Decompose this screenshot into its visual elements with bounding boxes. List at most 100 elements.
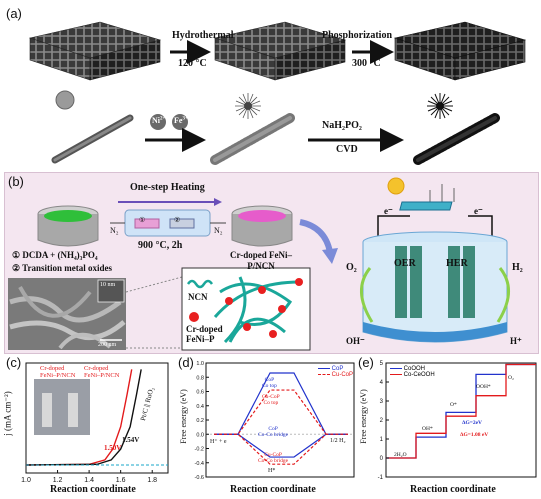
chart-d: -0.6 -0.4 -0.2 0.0 0.2 0.4 0.6 0.8 1.0: [195, 361, 355, 481]
chart-c: 1.0 1.2 1.4 1.6 1.8: [21, 362, 169, 484]
chart-d-left-state: H⁺ + e: [210, 439, 227, 445]
carbon-rod: [51, 114, 134, 164]
heating-condition: 900 °C, 2h: [138, 240, 183, 251]
product-label: Cr-doped FeNi–P/NCN: [230, 250, 292, 271]
step2-condition: 300 °C: [352, 58, 381, 69]
chart-d-ann-cucop-top: Cu-CoP Co top: [262, 394, 280, 406]
chart-c-series-1: [25, 369, 142, 466]
her-label: HER: [446, 258, 468, 269]
chart-d-tick-label-7: 0.8: [196, 375, 204, 381]
nickel-foam-1: [28, 21, 162, 81]
chart-d-ann-cucop-bridge: Cu-CoP Co-Co bridge: [258, 452, 289, 464]
nickel-foam-3: [393, 21, 527, 81]
electron-right: e⁻: [474, 206, 483, 216]
chart-e-tick-label-5: 4: [380, 380, 384, 386]
panel-b-illustration: [8, 177, 510, 351]
electrolyzer: [360, 177, 510, 343]
chart-e-state-o2: O₂: [508, 375, 514, 381]
hplus-label: H⁺: [510, 336, 522, 346]
chart-d-tick-label-0: -0.6: [195, 475, 204, 481]
chart-c-xlabel: Reaction coordinate: [50, 484, 136, 495]
chart-d-ylabel: Free energy (eV): [178, 389, 188, 444]
chart-d-tick-label-8: 1.0: [196, 361, 204, 367]
chart-d-right-state: 1/2 H₂: [330, 438, 346, 444]
chart-e-ylabel: Free energy (eV): [358, 389, 368, 444]
precursor-1: ① DCDA + (NH₄)₃PO₄: [12, 250, 98, 260]
chart-c-label-red-1: Cr-doped FeNi–P/NCN: [40, 365, 76, 379]
precursor-2: ② Transition metal oxides: [12, 263, 112, 273]
chart-e-state-h2o: 2H₂O: [394, 452, 407, 458]
precursor-crucible: [37, 205, 99, 247]
fe-ion: [172, 114, 188, 130]
chart-e-state-o: O*: [450, 402, 457, 408]
sem-image: [8, 278, 126, 350]
chart-d-series-3: [214, 433, 348, 465]
step1-condition: 120 °C: [178, 58, 207, 69]
o2-label: O₂: [346, 262, 357, 273]
tube-furnace: [110, 198, 226, 237]
panel-b-letter: (b): [8, 174, 24, 189]
chart-d-mid-state: H*: [268, 468, 276, 474]
chart-d-legend-cop: CoP: [318, 366, 353, 372]
chart-e-tick-label-0: -1: [378, 475, 384, 481]
curved-arrow: [299, 219, 333, 253]
nanorod-coated-rod: [210, 113, 295, 165]
furnace-marker-1: ①: [139, 216, 146, 224]
chart-d-tick-label-1: -0.4: [195, 461, 204, 467]
chart-c-v2: 1.54V: [122, 436, 140, 444]
chart-e-xlabel: Reaction coordinate: [410, 484, 496, 495]
chart-e-tick-label-3: 2: [380, 418, 384, 424]
chart-e-series-1: [386, 363, 536, 459]
chart-d-legend: CoP Cu-CoP: [318, 366, 353, 378]
chart-e-state-oh: OH*: [422, 426, 433, 432]
panel-a-letter: (a): [6, 6, 22, 21]
structure-schematic: [181, 267, 311, 351]
chart-c-tick-label-4: 1.8: [147, 477, 157, 484]
nickel-foam-2: [213, 21, 347, 81]
chart-e-tick-label-2: 1: [380, 437, 384, 443]
chart-e-tick-label-6: 5: [380, 361, 384, 367]
legend-particle: Cr-doped FeNi–P: [186, 324, 223, 344]
product-crucible: [231, 205, 293, 247]
chart-c-label-red-2: Cr-doped FeNi–P/NCN: [84, 365, 120, 379]
carbon-sphere: [55, 90, 75, 110]
chart-e-legend-2: Co-CeOOH: [390, 372, 435, 378]
chart-d-ann-cop-top: CoP Co top: [262, 377, 277, 389]
chart-e-state-ooh: OOH*: [476, 384, 491, 390]
step3-condition: CVD: [336, 144, 358, 155]
panel-c-letter: (c): [6, 355, 22, 370]
heating-label: One-step Heating: [130, 182, 205, 193]
chart-d-tick-label-2: -0.2: [195, 447, 204, 453]
chart-c-tick-label-1: 1.2: [53, 477, 63, 484]
step2-label: Phosphorization: [322, 30, 393, 41]
oh-label: OH⁻: [346, 336, 365, 346]
nanorod-sphere: [235, 93, 261, 119]
electron-left: e⁻: [384, 206, 393, 216]
chart-e-tick-label-1: 0: [380, 456, 384, 462]
chart-c-tick-label-2: 1.4: [84, 477, 94, 484]
phosphide-rod: [413, 113, 500, 165]
chart-d-ann-cop-bridge: CoP Co-Co bridge: [258, 426, 289, 438]
chart-c-tick-label-3: 1.6: [116, 477, 126, 484]
chart-d-tick-label-4: 0.2: [196, 418, 204, 424]
ni-ion-label: Ni2+: [152, 116, 166, 125]
chart-e: -1 0 1 2 3 4 5: [378, 361, 537, 481]
chart-e-delta1: ΔG=2eV: [462, 420, 483, 426]
ni-ion: [150, 114, 166, 130]
panel-a-illustration: [28, 21, 527, 165]
chart-e-legend-1: CoOOH: [390, 366, 435, 372]
step3-label: NaH₂PO₂: [322, 120, 362, 131]
legend-ncn: NCN: [188, 292, 208, 302]
panel-e-letter: (e): [358, 355, 374, 370]
h2-label: H₂: [512, 262, 523, 273]
chart-c-ylabel: j (mA cm⁻²): [2, 391, 13, 436]
chart-d-tick-label-5: 0.4: [196, 404, 204, 410]
gas-out-label: N₂: [214, 226, 223, 235]
furnace-marker-2: ②: [174, 216, 181, 224]
phosphide-sphere: [427, 93, 453, 119]
gas-in-label: N₂: [110, 226, 119, 235]
chart-e-legend: CoOOH Co-CeOOH: [390, 366, 435, 378]
chart-d-tick-label-3: 0.0: [196, 432, 204, 438]
chart-d-xlabel: Reaction coordinate: [230, 484, 316, 495]
chart-d-tick-label-6: 0.6: [196, 390, 204, 396]
